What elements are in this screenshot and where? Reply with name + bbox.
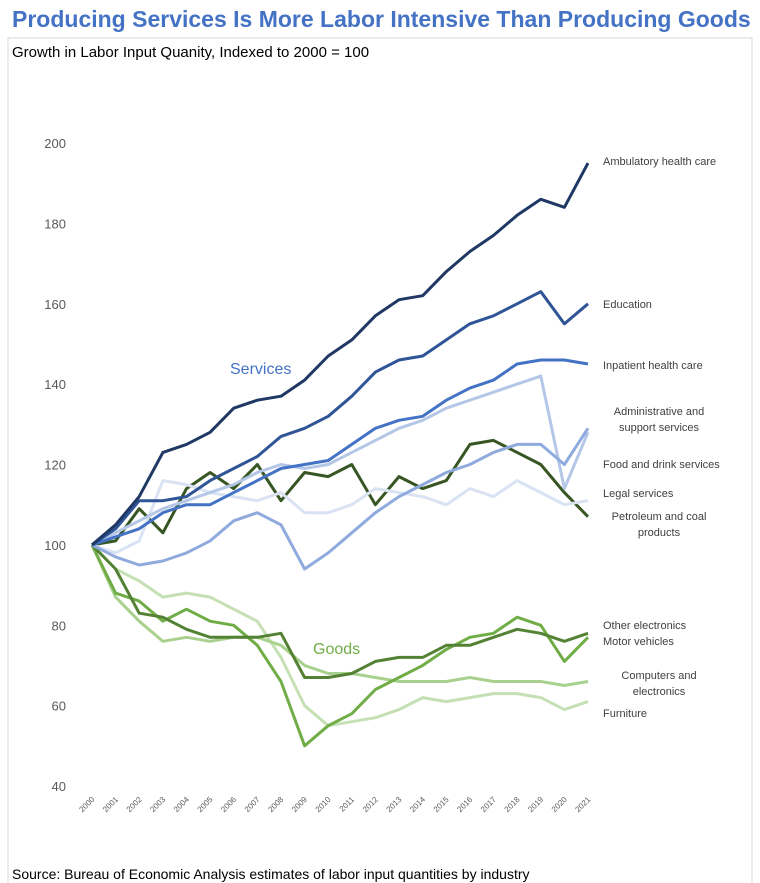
series-line xyxy=(91,290,589,547)
frame xyxy=(7,37,753,883)
legend-label: Food and drink services xyxy=(603,459,720,471)
series-line xyxy=(90,543,589,728)
x-tick-label: 2007 xyxy=(243,795,262,814)
chart-title: Producing Services Is More Labor Intensi… xyxy=(12,6,751,32)
x-tick-label: 2012 xyxy=(361,795,380,814)
y-tick-label: 80 xyxy=(52,618,66,633)
x-tick-label: 2011 xyxy=(338,795,357,814)
x-tick-label: 2005 xyxy=(196,795,215,814)
annotation: Goods xyxy=(313,641,360,658)
y-tick-label: 200 xyxy=(44,136,66,151)
legend-label: Education xyxy=(603,299,652,311)
legend-label: Ambulatory health care xyxy=(603,156,717,168)
series-line xyxy=(91,358,589,547)
legend-label: Inpatient health care xyxy=(603,360,703,372)
x-tick-label: 2017 xyxy=(479,795,498,814)
y-tick-label: 120 xyxy=(44,458,66,473)
x-tick-label: 2015 xyxy=(432,795,451,814)
x-tick-label: 2004 xyxy=(172,795,191,814)
x-tick-label: 2009 xyxy=(290,795,309,814)
x-tick-label: 2002 xyxy=(125,795,144,814)
legend-label: Administrative and support services xyxy=(613,406,705,434)
x-tick-label: 2020 xyxy=(550,795,569,814)
series-line xyxy=(91,374,590,547)
series-line xyxy=(90,543,589,679)
annotation: Services xyxy=(230,361,291,378)
x-tick-label: 2001 xyxy=(101,795,120,814)
y-tick-label: 100 xyxy=(44,538,66,553)
series-line xyxy=(91,427,590,571)
series-line xyxy=(91,479,589,555)
series-line xyxy=(90,544,590,748)
series-line xyxy=(91,438,590,547)
source-note: Source: Bureau of Economic Analysis esti… xyxy=(12,866,530,882)
x-tick-label: 2014 xyxy=(408,795,427,814)
y-tick-label: 60 xyxy=(52,699,66,714)
x-tick-label: 2008 xyxy=(266,795,285,814)
legend-label: Furniture xyxy=(603,708,648,720)
y-tick-label: 160 xyxy=(44,297,66,312)
x-tick-label: 2018 xyxy=(503,795,522,814)
x-tick-label: 2003 xyxy=(148,795,167,814)
x-tick-label: 2006 xyxy=(219,795,238,814)
y-tick-label: 40 xyxy=(52,779,66,794)
legend-label: Computers and electronics xyxy=(621,670,697,698)
x-tick-label: 2000 xyxy=(77,795,96,814)
x-tick-label: 2019 xyxy=(526,795,545,814)
legend-label: Petroleum and coal products xyxy=(611,511,707,539)
legend-label: Other electronics xyxy=(603,620,687,632)
y-tick-label: 140 xyxy=(44,377,66,392)
x-tick-label: 2021 xyxy=(573,795,592,814)
series-line xyxy=(90,544,589,687)
y-tick-label: 180 xyxy=(44,216,66,231)
x-tick-label: 2010 xyxy=(314,795,333,814)
legend-label: Motor vehicles xyxy=(603,636,674,648)
series-line xyxy=(91,162,590,547)
legend-label: Legal services xyxy=(603,488,674,500)
chart-subtitle: Growth in Labor Input Quanity, Indexed t… xyxy=(12,44,370,61)
x-tick-label: 2016 xyxy=(455,795,474,814)
x-tick-label: 2013 xyxy=(385,795,404,814)
